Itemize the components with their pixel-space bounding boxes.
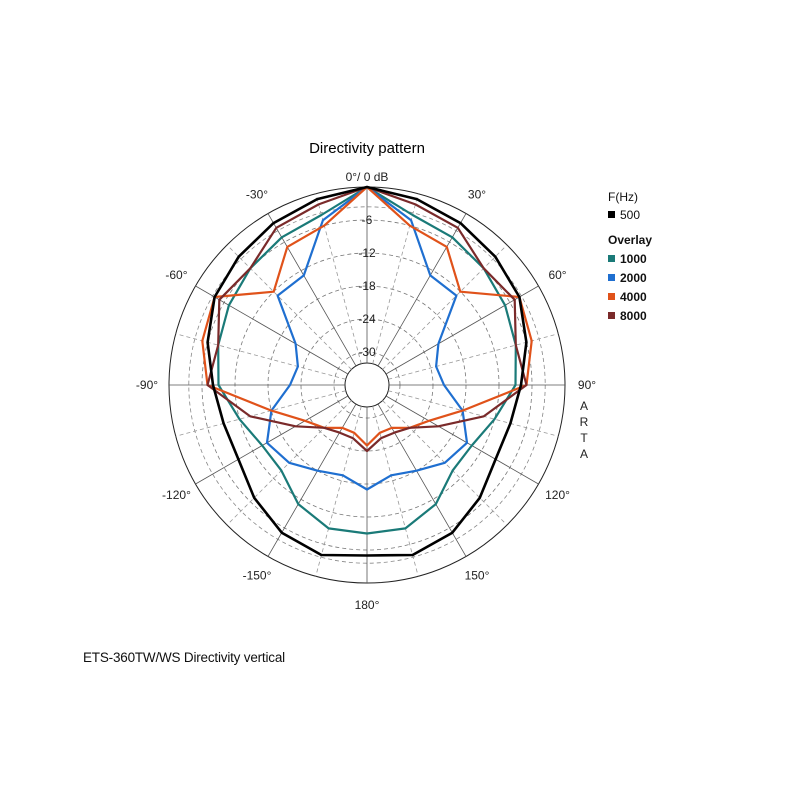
angle-spoke (226, 244, 352, 370)
angle-spoke (195, 285, 349, 375)
series-line-2000 (265, 185, 469, 491)
legend: F(Hz) 500 Overlay 1000 2000 4000 8000 (608, 190, 652, 323)
watermark-letter: R (580, 415, 589, 429)
db-tick-label: -18 (358, 279, 376, 293)
angle-spoke (388, 333, 559, 380)
angle-tick-label: 90° (578, 378, 596, 392)
legend-label-2000: 2000 (620, 271, 647, 285)
angle-tick-label: 30° (468, 187, 486, 201)
angle-spoke (175, 333, 346, 380)
legend-label-8000: 8000 (620, 309, 647, 323)
figure-caption: ETS-360TW/WS Directivity vertical (83, 650, 285, 665)
angle-tick-label: -60° (165, 268, 187, 282)
series-line-500 (206, 185, 528, 557)
angle-tick-label: -90° (136, 378, 158, 392)
chart-title: Directivity pattern (309, 140, 425, 157)
inner-ring (344, 362, 390, 408)
legend-label-4000: 4000 (620, 290, 647, 304)
angle-spoke (377, 213, 467, 367)
angle-spoke (315, 193, 362, 364)
angle-spoke (195, 395, 349, 485)
plot-area (201, 185, 533, 557)
legend-swatch-2000 (608, 274, 615, 281)
angle-spoke (388, 390, 559, 437)
legend-swatch-4000 (608, 293, 615, 300)
angle-spoke (382, 244, 508, 370)
legend-heading: F(Hz) (608, 190, 638, 204)
db-tick-label: -24 (358, 312, 376, 326)
legend-swatch-500 (608, 211, 615, 218)
legend-swatch-1000 (608, 255, 615, 262)
zero-angle-label: 0°/ 0 dB (346, 170, 389, 184)
series-line-1000 (217, 185, 517, 535)
legend-label-1000: 1000 (620, 252, 647, 266)
angle-spoke (372, 406, 419, 577)
angle-spoke (385, 395, 539, 485)
angle-tick-label: -120° (162, 488, 191, 502)
watermark-letter: A (580, 447, 588, 461)
angle-spoke (315, 406, 362, 577)
axis-labels: 0°/ 0 dB -6 -12 -18 -24 -30 -30° 30° -60° 60° -90°… (136, 170, 596, 612)
series-line-8000 (206, 185, 528, 453)
angle-tick-label: -150° (243, 569, 272, 583)
watermark-letter: T (580, 431, 588, 445)
db-tick-label: -6 (362, 213, 373, 227)
angle-spoke (175, 390, 346, 437)
legend-overlay-heading: Overlay (608, 233, 652, 247)
angle-tick-label: -30° (246, 187, 268, 201)
db-tick-label: -12 (358, 246, 376, 260)
angle-tick-label: 150° (465, 569, 490, 583)
db-tick-label: -30 (358, 345, 376, 359)
legend-label-500: 500 (620, 208, 640, 222)
watermark-letter: A (580, 399, 588, 413)
legend-swatch-8000 (608, 312, 615, 319)
angle-spoke (372, 193, 419, 364)
angle-spoke (377, 403, 467, 557)
angle-spoke (267, 213, 357, 367)
angle-spoke (267, 403, 357, 557)
angle-tick-label: 180° (355, 598, 380, 612)
angle-spoke (385, 285, 539, 375)
angle-tick-label: 60° (548, 268, 566, 282)
angle-tick-label: 120° (545, 488, 570, 502)
